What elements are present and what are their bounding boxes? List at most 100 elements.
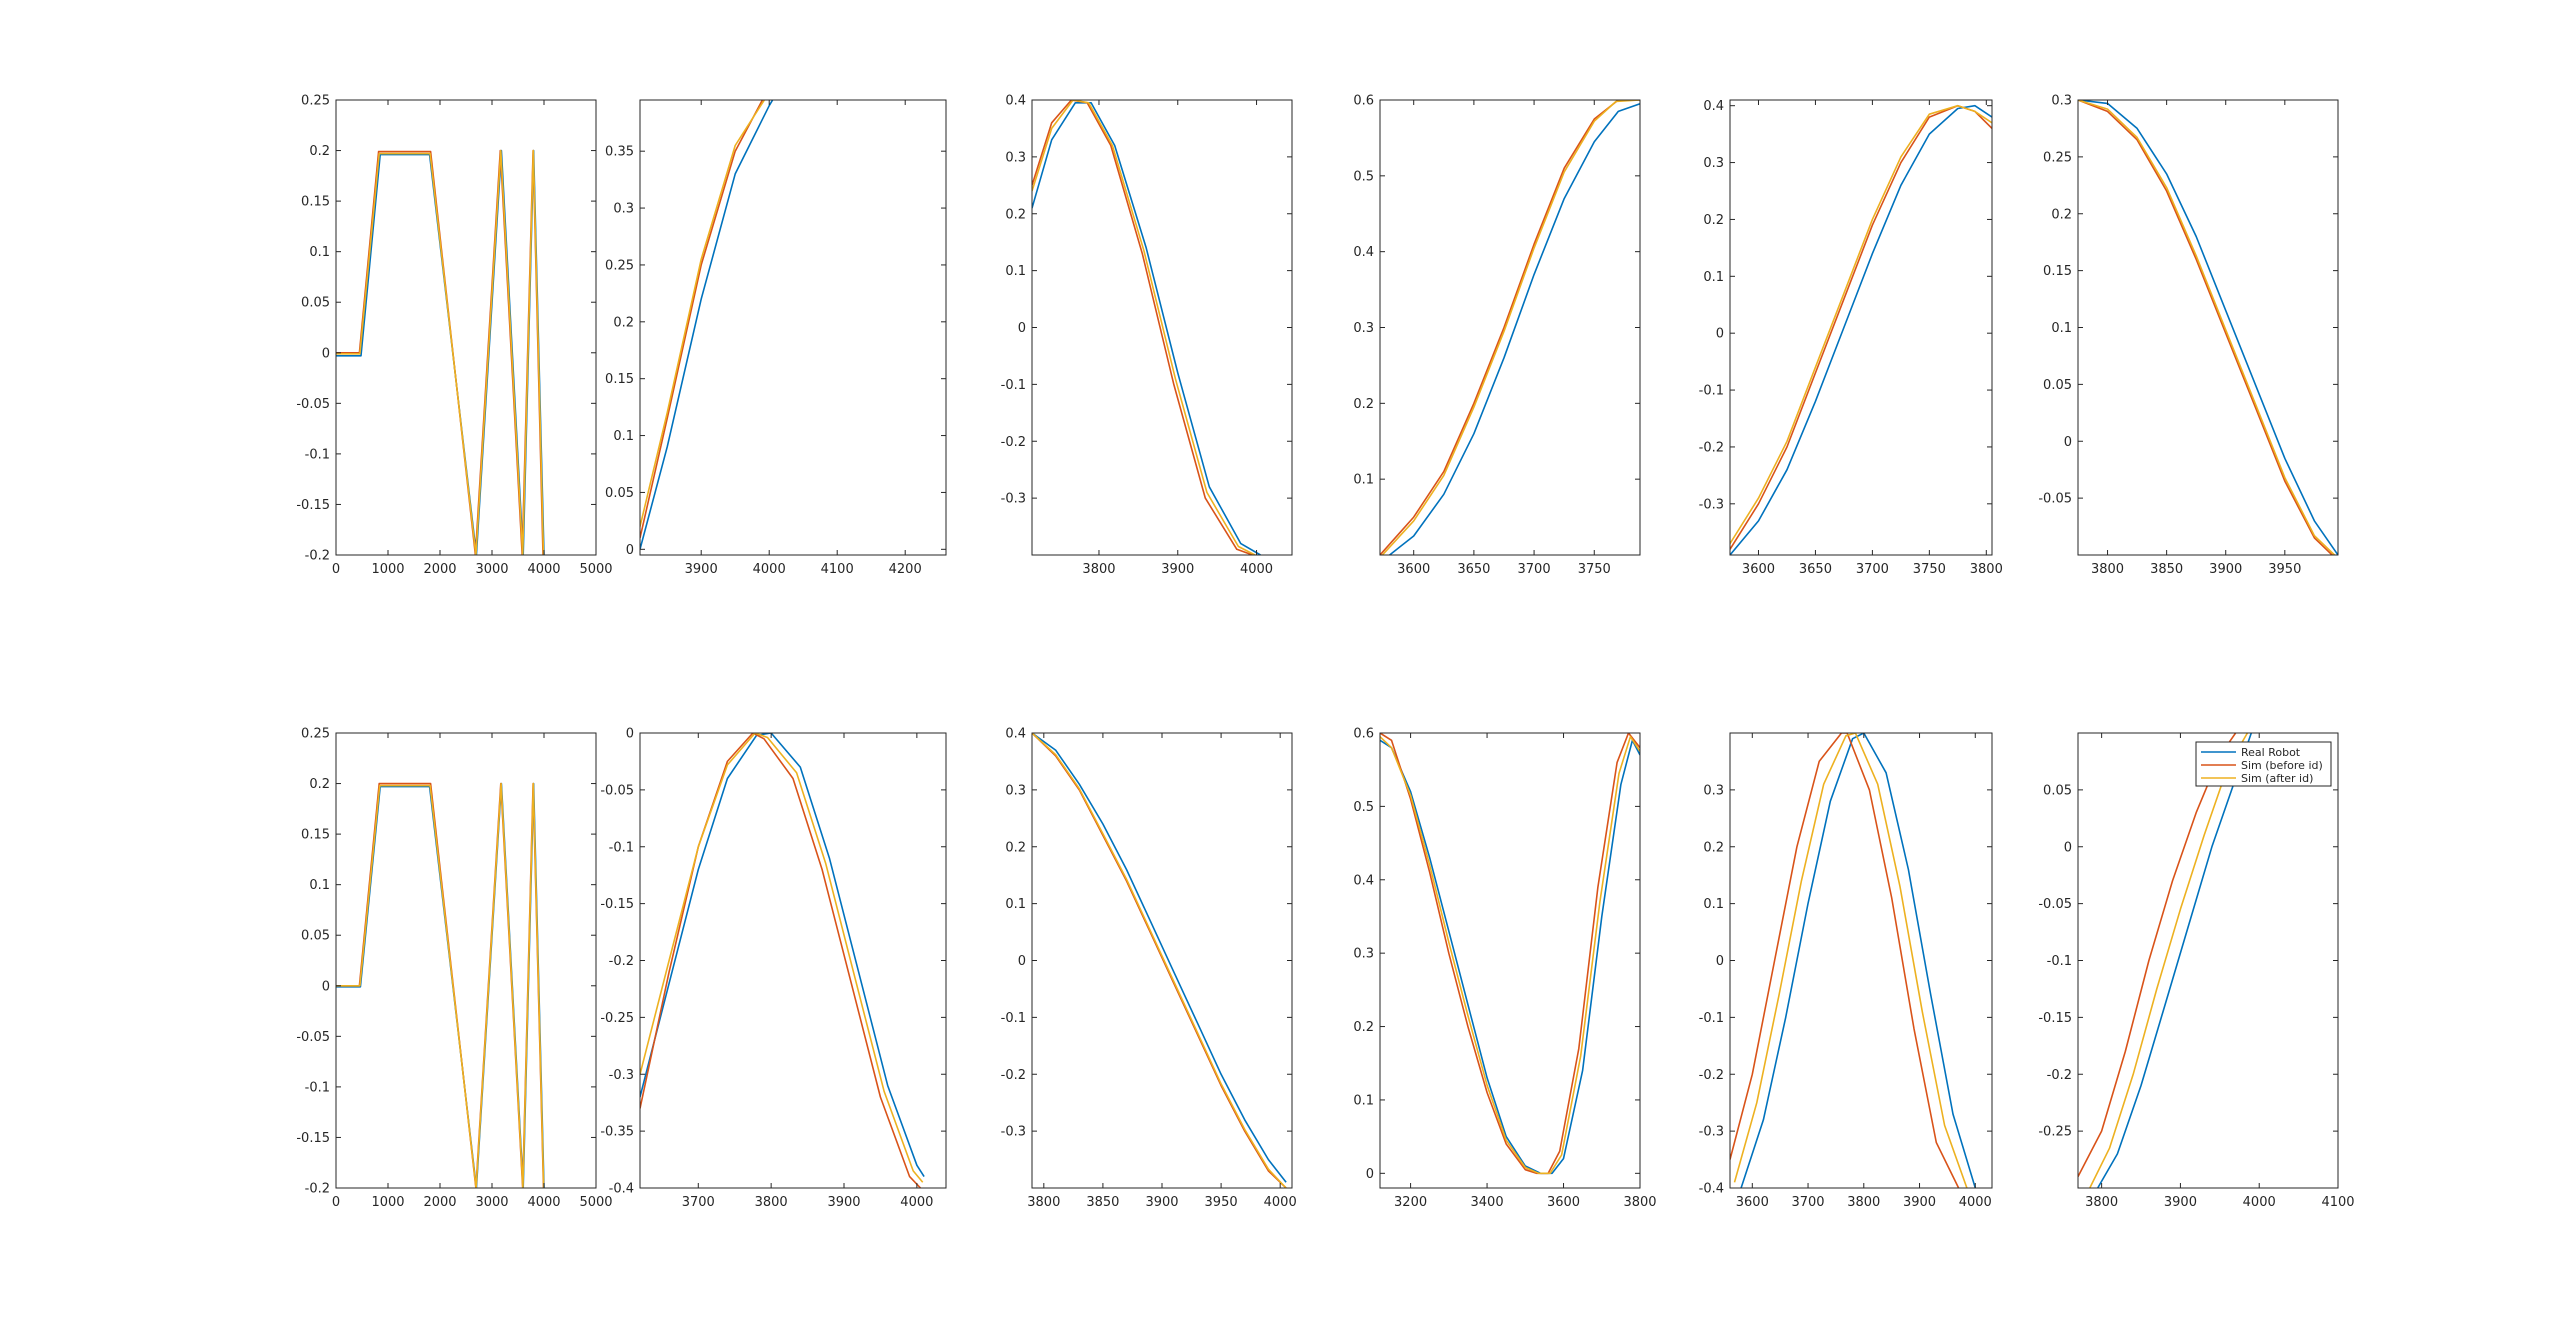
subplot-r2c2-xtick-label-2: 3900 [827,1195,860,1210]
subplot-r1c4-xtick-label-2: 3700 [1518,562,1551,577]
subplot-r1c5-ytick-label-0: -0.3 [1699,497,1724,512]
subplot-r2c3-ytick-label-1: -0.2 [1001,1068,1026,1083]
subplot-r1c1-xtick-label-4: 4000 [527,562,560,577]
subplot-r1c2-xtick-label-0: 3900 [685,562,718,577]
subplot-r2c5-xtick-label-4: 4000 [1959,1195,1992,1210]
subplot-r1c6-ytick-label-5: 0.2 [2051,207,2072,222]
subplot-r1c3-ytick-label-6: 0.3 [1005,150,1026,165]
subplot-r2c4-xtick-label-1: 3400 [1471,1195,1504,1210]
subplot-r2c6-ytick-label-4: -0.05 [2038,897,2072,912]
subplot-r2c6-ytick-label-2: -0.15 [2038,1011,2072,1026]
subplot-r2c1-xtick-label-3: 3000 [475,1195,508,1210]
subplot-r2c1-ytick-label-6: 0.1 [309,878,330,893]
subplot-r1c5-ytick-label-4: 0.1 [1703,270,1724,285]
subplot-r1c4-ytick-label-5: 0.6 [1353,94,1374,109]
subplot-r1c1-ytick-label-9: 0.25 [301,94,330,109]
subplot-r1c5-xtick-label-3: 3750 [1913,562,1946,577]
subplot-r2c5-ytick-label-7: 0.3 [1703,783,1724,798]
subplot-r1c6-ytick-label-7: 0.3 [2051,94,2072,109]
subplot-r1c5-xtick-label-4: 3800 [1970,562,2003,577]
subplot-r1c6-series-3-line [2078,100,2336,555]
subplot-r2c3-ytick-label-5: 0.2 [1005,840,1026,855]
subplot-r1c2-series-3-line [640,100,766,527]
subplot-r2c1-ytick-label-7: 0.15 [301,828,330,843]
subplot-r2c4-xtick-label-2: 3600 [1547,1195,1580,1210]
subplot-r2c6-ytick-label-5: 0 [2064,840,2072,855]
subplot-r1c3-ytick-label-5: 0.2 [1005,207,1026,222]
subplot-r1c1-ytick-label-8: 0.2 [309,144,330,159]
subplot-r2c4-ytick-label-1: 0.1 [1353,1093,1374,1108]
subplot-r1c2-ytick-label-4: 0.2 [613,315,634,330]
subplot-r2c6: 3800 3900 4000 4100 -0.25 -0.2 -0.15 -0.1 -0.05 0… [2038,732,2355,1210]
subplot-r1c5-xtick-label-1: 3650 [1799,562,1832,577]
subplot-r2c6-ytick-label-1: -0.2 [2047,1068,2072,1083]
subplot-r1c2-ytick-label-1: 0.05 [605,486,634,501]
subplot-r1c3-xtick-label-1: 3900 [1161,562,1194,577]
subplot-r1c1-ytick-label-5: 0.05 [301,296,330,311]
subplot-r1c5-ytick-label-3: 0 [1716,327,1724,342]
subplot-r2c5: 3600 3700 3800 3900 4000 -0.4 -0.3 -0.2 -0.1 0 0.1… [1699,732,1993,1210]
subplot-r1c4-ytick-label-4: 0.5 [1353,169,1374,184]
subplot-r1c6-ytick-label-4: 0.15 [2043,264,2072,279]
subplot-r2c3-ytick-label-0: -0.3 [1001,1125,1026,1140]
legend-entry-2: Sim (before id) [2241,759,2323,772]
subplot-r1c1: 0 1000 2000 3000 4000 5000 -0.2 -0.15 -0.1 -0.05 0… [296,94,612,578]
subplot-r2c6-xtick-label-2: 4000 [2243,1195,2276,1210]
subplot-r2c2-ytick-label-7: -0.05 [600,783,634,798]
subplot-r2c3-series-1-line [1032,733,1287,1183]
subplot-r2c4-xtick-label-3: 3800 [1623,1195,1656,1210]
subplot-r1c6-series-2-line [2078,100,2333,555]
subplot-r2c2-series-1-line [640,733,925,1178]
subplot-r1c4-xtick-label-1: 3650 [1457,562,1490,577]
subplot-r2c6-xtick-label-1: 3900 [2164,1195,2197,1210]
subplot-r2c2-xtick-label-0: 3700 [682,1195,715,1210]
subplot-r2c2: 3700 3800 3900 4000 -0.4 -0.35 -0.3 -0.25 -0.2 -0… [600,727,947,1210]
subplot-r2c4-ytick-label-3: 0.3 [1353,947,1374,962]
subplot-r2c1-axes-box [335,732,597,1189]
subplot-r2c1-xtick-label-2: 2000 [423,1195,456,1210]
subplot-r2c5-series-2-line [1730,733,1960,1188]
subplot-r2c4-series-1-line [1380,739,1640,1175]
subplot-r2c1: 0 1000 2000 3000 4000 5000 -0.2 -0.15 -0.1 -0.05 0… [296,727,612,1211]
subplot-r1c3-ytick-label-1: -0.2 [1001,435,1026,450]
subplot-r2c4-ytick-label-5: 0.5 [1353,800,1374,815]
subplot-r1c3-ytick-label-2: -0.1 [1001,378,1026,393]
subplot-r2c5-series-1-line [1740,733,1977,1188]
subplot-r2c2-ytick-label-0: -0.4 [609,1182,634,1197]
subplot-r2c5-xtick-label-3: 3900 [1903,1195,1936,1210]
subplot-r2c2-xtick-label-1: 3800 [755,1195,788,1210]
subplot-r2c5-ytick-label-1: -0.3 [1699,1125,1724,1140]
subplot-r1c5-ytick-label-2: -0.1 [1699,384,1724,399]
subplot-r1c2-xtick-label-2: 4100 [821,562,854,577]
subplot-r2c3-ytick-label-2: -0.1 [1001,1011,1026,1026]
subplot-r1c2-series-2-line [640,100,765,539]
subplot-r1c2-xtick-label-3: 4200 [889,562,922,577]
subplot-r1c1-ytick-label-0: -0.2 [305,549,330,564]
subplot-r1c5-xtick-label-0: 3600 [1742,562,1775,577]
subplot-r1c3-ytick-label-0: -0.3 [1001,492,1026,507]
subplot-r2c2-ytick-label-8: 0 [626,727,634,742]
subplot-r1c1-ytick-label-3: -0.05 [296,397,330,412]
subplot-r2c5-ytick-label-3: -0.1 [1699,1011,1724,1026]
subplot-r1c3-ytick-label-7: 0.4 [1005,94,1026,109]
subplot-r1c1-xtick-label-3: 3000 [475,562,508,577]
subplot-r1c5-series-3-line [1730,104,1992,545]
subplot-r2c5-ytick-label-5: 0.1 [1703,897,1724,912]
subplot-r1c6-xtick-label-2: 3900 [2209,562,2242,577]
subplot-r2c4-axes-box [1379,732,1641,1189]
subplot-r1c3-ytick-label-3: 0 [1018,321,1026,336]
subplot-r2c3-xtick-label-1: 3850 [1086,1195,1119,1210]
subplot-r1c6-xtick-label-0: 3800 [2091,562,2124,577]
subplot-r1c4-xtick-label-0: 3600 [1397,562,1430,577]
subplot-r2c3-ytick-label-6: 0.3 [1005,783,1026,798]
subplot-r2c1-ytick-label-8: 0.2 [309,777,330,792]
subplot-r1c6: 3800 3850 3900 3950 -0.05 0 0.05 0.1 0.15 0.2 0.25… [2038,94,2339,577]
subplot-r1c3: 3800 3900 4000 -0.3 -0.2 -0.1 0 0.1 0.2 0.3 0.4 [1001,94,1293,577]
subplot-r1c3-ytick-label-4: 0.1 [1005,264,1026,279]
subplot-r1c2-ytick-label-2: 0.1 [613,429,634,444]
subplot-r2c1-xtick-label-4: 4000 [527,1195,560,1210]
subplot-r1c3-series-2-line [1032,100,1253,555]
subplot-r2c1-xtick-label-1: 1000 [371,1195,404,1210]
subplot-r2c2-ytick-label-3: -0.25 [600,1011,634,1026]
subplot-r2c2-ytick-label-2: -0.3 [609,1068,634,1083]
